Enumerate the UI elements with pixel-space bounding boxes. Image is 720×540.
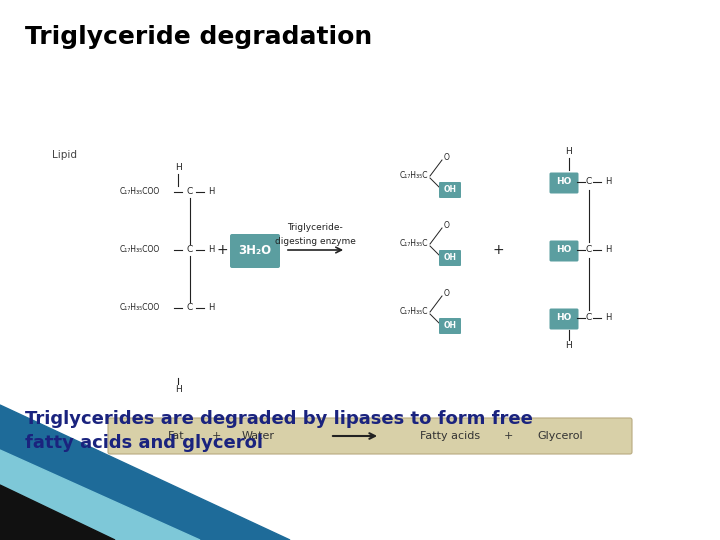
FancyBboxPatch shape xyxy=(549,308,578,329)
Text: H: H xyxy=(605,246,611,254)
Text: O: O xyxy=(444,289,450,299)
Text: H: H xyxy=(566,147,572,157)
Text: H: H xyxy=(208,246,215,254)
Text: +: + xyxy=(492,243,504,257)
Text: Fat: Fat xyxy=(168,431,184,441)
Text: H: H xyxy=(605,314,611,322)
Text: HO: HO xyxy=(557,246,572,254)
Text: C₁₇H₃₅COO: C₁₇H₃₅COO xyxy=(120,187,160,197)
Text: C: C xyxy=(187,303,193,313)
Text: C₁₇H₃₅C: C₁₇H₃₅C xyxy=(400,240,428,248)
Text: digesting enzyme: digesting enzyme xyxy=(274,237,356,246)
Text: Triglyceride-: Triglyceride- xyxy=(287,223,343,232)
FancyBboxPatch shape xyxy=(108,418,632,454)
Text: Water: Water xyxy=(241,431,274,441)
FancyBboxPatch shape xyxy=(439,182,461,198)
Text: Triglycerides are degraded by lipases to form free
fatty acids and glycerol: Triglycerides are degraded by lipases to… xyxy=(25,410,533,451)
Text: C₁₇H₃₅C: C₁₇H₃₅C xyxy=(400,172,428,180)
Text: Glycerol: Glycerol xyxy=(537,431,582,441)
Text: OH: OH xyxy=(444,321,456,330)
Polygon shape xyxy=(0,405,290,540)
Text: H: H xyxy=(208,303,215,313)
Polygon shape xyxy=(0,450,200,540)
Text: OH: OH xyxy=(444,253,456,262)
Text: C₁₇H₃₅C: C₁₇H₃₅C xyxy=(400,307,428,316)
Text: +: + xyxy=(503,431,513,441)
Text: H: H xyxy=(175,164,181,172)
Text: C: C xyxy=(187,187,193,197)
Text: C: C xyxy=(586,178,592,186)
Text: HO: HO xyxy=(557,314,572,322)
Text: H: H xyxy=(208,187,215,197)
FancyBboxPatch shape xyxy=(549,172,578,193)
FancyBboxPatch shape xyxy=(230,234,280,268)
FancyBboxPatch shape xyxy=(549,240,578,261)
Text: O: O xyxy=(444,221,450,231)
Text: C: C xyxy=(187,246,193,254)
Text: OH: OH xyxy=(444,186,456,194)
Text: C₁₇H₃₅COO: C₁₇H₃₅COO xyxy=(120,246,160,254)
Text: O: O xyxy=(444,153,450,163)
Text: HO: HO xyxy=(557,178,572,186)
Text: 3H₂O: 3H₂O xyxy=(238,245,271,258)
Text: +: + xyxy=(216,243,228,257)
Text: H: H xyxy=(605,178,611,186)
Text: Triglyceride degradation: Triglyceride degradation xyxy=(25,25,372,49)
Text: H: H xyxy=(566,341,572,350)
Text: H: H xyxy=(175,386,181,395)
Text: +: + xyxy=(211,431,221,441)
Text: C₁₇H₃₅COO: C₁₇H₃₅COO xyxy=(120,303,160,313)
FancyBboxPatch shape xyxy=(439,250,461,266)
Polygon shape xyxy=(0,485,115,540)
Text: Lipid: Lipid xyxy=(52,150,77,160)
Text: C: C xyxy=(586,246,592,254)
FancyBboxPatch shape xyxy=(439,318,461,334)
Text: Fatty acids: Fatty acids xyxy=(420,431,480,441)
Text: C: C xyxy=(586,314,592,322)
